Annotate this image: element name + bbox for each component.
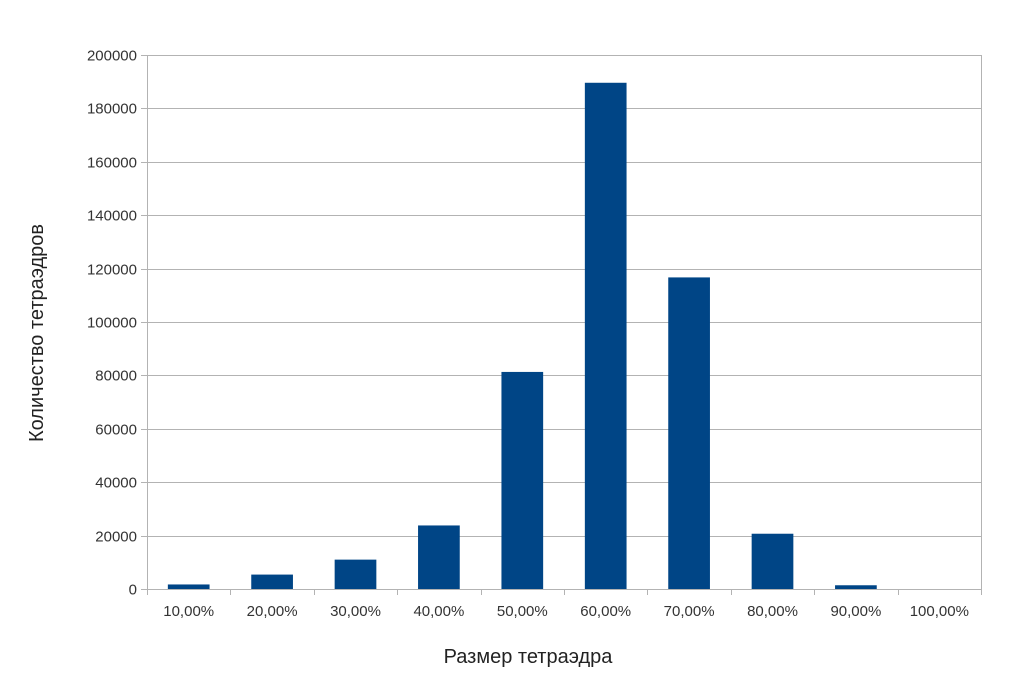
axes [141,55,982,595]
x-tick-label: 80,00% [747,603,798,620]
bar [334,559,377,589]
bar [584,82,627,589]
y-tick-label: 140000 [87,208,137,225]
x-tick-label: 100,00% [910,603,969,620]
bar [167,584,210,589]
y-tick-label: 200000 [87,48,137,65]
bars [167,82,877,589]
x-axis-title: Размер тетраэдра [444,646,614,668]
grid-lines [147,55,981,590]
y-tick-label: 80000 [95,368,137,385]
x-tick-label: 70,00% [664,603,715,620]
bar [251,574,293,589]
bar [668,277,710,589]
y-tick-label: 40000 [95,475,137,492]
bar [418,525,460,589]
y-tick-label: 120000 [87,262,137,279]
x-tick-label: 10,00% [163,603,214,620]
x-tick-label: 40,00% [413,603,464,620]
x-tick-label: 50,00% [497,603,548,620]
y-tick-labels: 0 20000 40000 60000 80000 100000 120000 140000 1… [87,48,137,599]
y-tick-label: 180000 [87,101,137,118]
y-axis-title: Количество тетраэдров [26,224,48,442]
x-tick-label: 20,00% [247,603,298,620]
x-tick-label: 30,00% [330,603,381,620]
bar [835,585,877,589]
bar [751,533,794,589]
x-tick-label: 90,00% [830,603,881,620]
y-tick-label: 20000 [95,529,137,546]
x-tick-labels: 10,00% 20,00% 30,00% 40,00% 50,00% 60,00% 70,0… [163,603,969,620]
y-tick-label: 160000 [87,155,137,172]
bar [501,371,544,589]
y-tick-label: 100000 [87,315,137,332]
x-tick-label: 60,00% [580,603,631,620]
y-tick-label: 60000 [95,422,137,439]
y-tick-label: 0 [129,582,137,599]
